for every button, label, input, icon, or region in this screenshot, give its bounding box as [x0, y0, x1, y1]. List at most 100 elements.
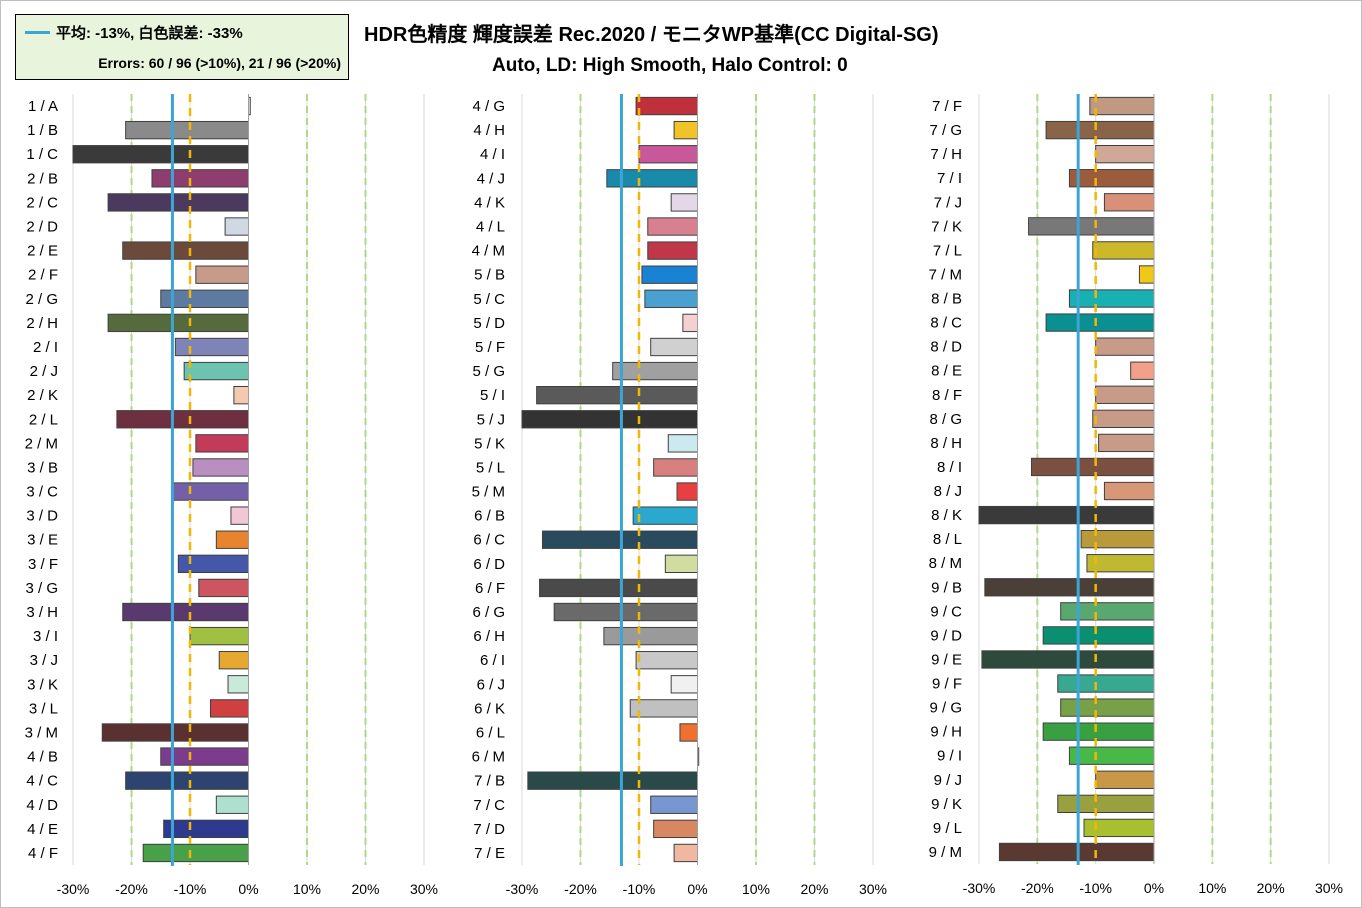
- category-label: 4 / H: [473, 122, 505, 139]
- category-label: 9 / M: [929, 844, 962, 861]
- bar: [1095, 144, 1155, 164]
- bar: [107, 313, 249, 333]
- bar: [224, 217, 250, 236]
- bar: [667, 434, 698, 453]
- category-label: 3 / B: [27, 459, 58, 476]
- bar: [653, 819, 698, 839]
- category-label: 8 / D: [930, 339, 962, 356]
- bar: [670, 193, 698, 212]
- x-tick-label: -20%: [115, 881, 148, 897]
- bar: [1060, 602, 1155, 621]
- category-label: 3 / G: [25, 580, 58, 597]
- bar: [1045, 120, 1155, 140]
- bar: [171, 482, 249, 501]
- category-label: 8 / M: [929, 555, 962, 572]
- bar: [230, 506, 249, 525]
- category-label: 9 / K: [931, 796, 962, 813]
- bar: [1045, 313, 1155, 332]
- bar: [635, 651, 699, 670]
- category-label: 4 / M: [472, 243, 505, 260]
- category-label: 8 / K: [931, 507, 962, 524]
- category-label: 9 / I: [937, 748, 962, 765]
- category-label: 7 / F: [932, 98, 962, 115]
- bar: [1080, 529, 1155, 549]
- chart-title: HDR色精度 輝度誤差 Rec.2020 / モニタWP基準(CC Digita…: [364, 24, 939, 46]
- bar: [682, 313, 698, 333]
- category-label: 5 / G: [472, 363, 505, 380]
- category-label: 9 / C: [930, 603, 962, 620]
- bar: [1057, 674, 1155, 693]
- category-label: 2 / F: [28, 267, 58, 284]
- bar: [1086, 554, 1155, 573]
- category-label: 9 / G: [929, 700, 962, 717]
- x-tick-label: 10%: [1198, 880, 1226, 896]
- category-label: 9 / F: [932, 676, 962, 693]
- category-label: 2 / D: [26, 219, 58, 236]
- bar: [664, 554, 699, 574]
- bar: [233, 385, 249, 405]
- bar: [527, 771, 698, 790]
- bar: [638, 145, 698, 164]
- bar: [1031, 457, 1155, 477]
- x-tick-label: 20%: [351, 881, 379, 897]
- bar: [192, 458, 250, 477]
- x-tick-label: 10%: [293, 881, 321, 897]
- category-label: 6 / C: [473, 532, 505, 549]
- category-label: 8 / H: [930, 435, 962, 452]
- category-label: 6 / F: [475, 580, 505, 597]
- bar: [647, 217, 699, 236]
- bar: [1092, 409, 1155, 429]
- category-label: 8 / I: [937, 459, 962, 476]
- bar: [539, 578, 698, 598]
- category-label: 9 / H: [930, 724, 962, 741]
- bar: [183, 361, 249, 381]
- category-label: 6 / K: [474, 700, 505, 717]
- bar: [1095, 770, 1155, 789]
- category-label: 2 / L: [29, 411, 58, 428]
- category-label: 4 / B: [27, 749, 58, 766]
- category-label: 7 / J: [934, 194, 962, 211]
- category-label: 3 / L: [29, 700, 58, 717]
- legend-errors-label: Errors: 60 / 96 (>10%), 21 / 96 (>20%): [98, 55, 341, 71]
- bar: [72, 145, 249, 164]
- bar: [670, 675, 698, 694]
- category-label: 8 / C: [930, 315, 962, 332]
- category-label: 3 / K: [27, 676, 58, 693]
- bar: [679, 723, 699, 742]
- bar: [195, 434, 250, 453]
- category-label: 7 / E: [474, 845, 505, 862]
- bar: [1138, 265, 1155, 284]
- x-tick-label: 20%: [800, 881, 828, 897]
- category-label: 3 / I: [33, 628, 58, 645]
- bar: [151, 169, 250, 188]
- x-tick-label: 0%: [687, 881, 707, 897]
- category-label: 5 / F: [475, 339, 505, 356]
- bar: [603, 626, 699, 646]
- x-tick-label: 0%: [238, 881, 258, 897]
- bar: [521, 410, 698, 429]
- bar: [1103, 193, 1155, 212]
- bar: [981, 650, 1155, 669]
- bar: [653, 458, 698, 477]
- category-label: 2 / E: [27, 243, 58, 260]
- x-tick-label: -10%: [174, 881, 207, 897]
- category-label: 5 / L: [476, 459, 505, 476]
- bar: [1095, 337, 1155, 356]
- category-label: 7 / L: [933, 242, 962, 259]
- category-label: 1 / B: [27, 122, 58, 139]
- bar: [101, 723, 249, 742]
- category-label: 4 / G: [472, 98, 505, 115]
- category-label: 1 / A: [28, 98, 58, 115]
- bar: [1057, 794, 1155, 814]
- category-label: 3 / J: [30, 652, 58, 669]
- bar: [189, 626, 249, 646]
- bar: [122, 241, 249, 260]
- bar: [1068, 289, 1155, 308]
- category-label: 7 / G: [929, 122, 962, 139]
- category-label: 5 / K: [474, 435, 505, 452]
- category-label: 8 / L: [933, 531, 962, 548]
- bar: [612, 361, 698, 381]
- category-label: 6 / D: [473, 556, 505, 573]
- category-label: 3 / C: [26, 484, 58, 501]
- x-tick-label: 30%: [410, 881, 438, 897]
